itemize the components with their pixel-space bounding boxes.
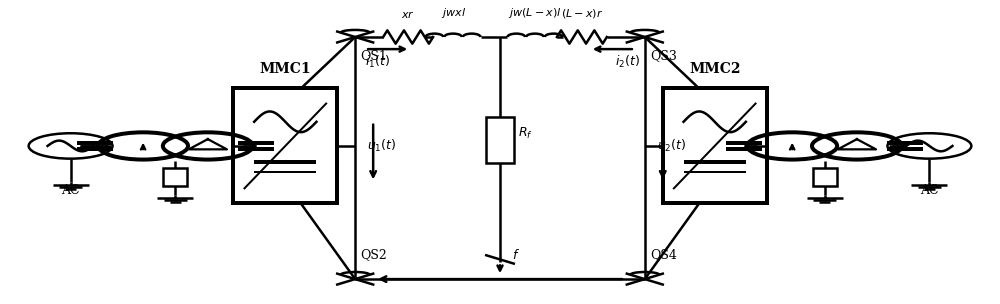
- Text: $u_2(t)$: $u_2(t)$: [657, 138, 686, 154]
- Bar: [813, 168, 837, 186]
- Text: $u_1(t)$: $u_1(t)$: [367, 138, 397, 154]
- Text: MMC1: MMC1: [259, 62, 311, 76]
- Text: QS1: QS1: [360, 49, 387, 62]
- Text: AC: AC: [920, 185, 939, 197]
- Text: MMC2: MMC2: [689, 62, 740, 76]
- Text: AC: AC: [61, 185, 80, 197]
- Text: $i_2(t)$: $i_2(t)$: [615, 54, 640, 70]
- Text: $(L-x)r$: $(L-x)r$: [561, 7, 603, 20]
- Bar: [663, 88, 767, 203]
- Text: $R_f$: $R_f$: [518, 126, 533, 141]
- Bar: [233, 88, 337, 203]
- Text: QS2: QS2: [360, 248, 387, 261]
- Text: $i_1(t)$: $i_1(t)$: [365, 54, 390, 70]
- Text: $xr$: $xr$: [401, 9, 415, 20]
- Text: $f$: $f$: [512, 248, 520, 262]
- Text: $jwxl$: $jwxl$: [441, 6, 466, 20]
- Text: $jw(L-x)l$: $jw(L-x)l$: [508, 6, 562, 20]
- Text: QS4: QS4: [650, 248, 677, 261]
- Bar: [486, 117, 514, 163]
- Text: QS3: QS3: [650, 49, 677, 62]
- Bar: [163, 168, 187, 186]
